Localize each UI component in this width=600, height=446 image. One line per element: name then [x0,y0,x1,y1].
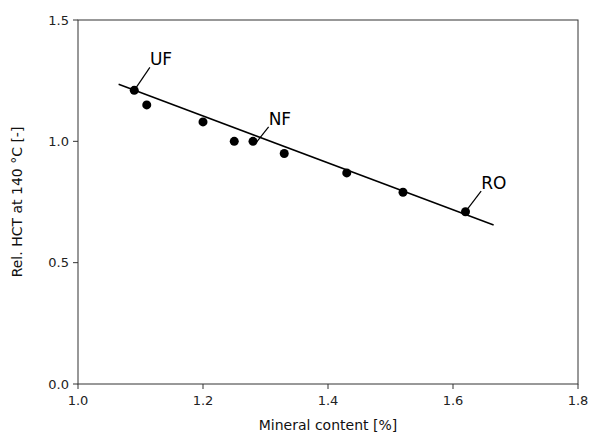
fit-line [119,84,494,225]
y-tick [73,262,78,263]
data-point [342,168,351,177]
data-point [199,117,208,126]
data-point [399,188,408,197]
x-tick-label: 1.2 [193,393,214,408]
y-tick [73,141,78,142]
x-tick-label: 1.6 [443,393,464,408]
y-tick-label: 1.5 [48,13,69,28]
data-point [249,137,258,146]
chart: 1.0 1.2 1.4 1.6 1.8 0.0 0.5 1.0 1.5 Mineral conte… [0,0,600,446]
x-tick [203,384,204,389]
leader-line [256,127,269,143]
y-axis-label: Rel. HCT at 140 °C [-] [9,127,25,278]
annotation: RO [481,173,506,193]
data-point [280,149,289,158]
x-axis-label: Mineral content [%] [259,417,397,433]
leader-line [466,191,482,212]
x-tick [78,384,79,389]
annotations: UF NF RO [134,49,506,211]
x-axis: 1.0 1.2 1.4 1.6 1.8 [68,384,589,408]
x-tick-label: 1.0 [68,393,89,408]
x-tick [578,384,579,389]
data-point [142,100,151,109]
leader-line [134,67,150,90]
data-point [230,137,239,146]
y-tick [73,384,78,385]
y-tick-label: 1.0 [48,134,69,149]
annotation: NF [269,109,292,129]
y-tick-label: 0.5 [48,255,69,270]
x-tick [328,384,329,389]
plot-area [119,84,494,225]
y-tick [73,20,78,21]
x-tick [453,384,454,389]
plot-frame [78,20,578,384]
annotation: UF [150,49,172,69]
y-tick-label: 0.0 [48,377,69,392]
x-tick-label: 1.4 [318,393,339,408]
x-tick-label: 1.8 [568,393,589,408]
y-axis: 0.0 0.5 1.0 1.5 [48,13,78,392]
